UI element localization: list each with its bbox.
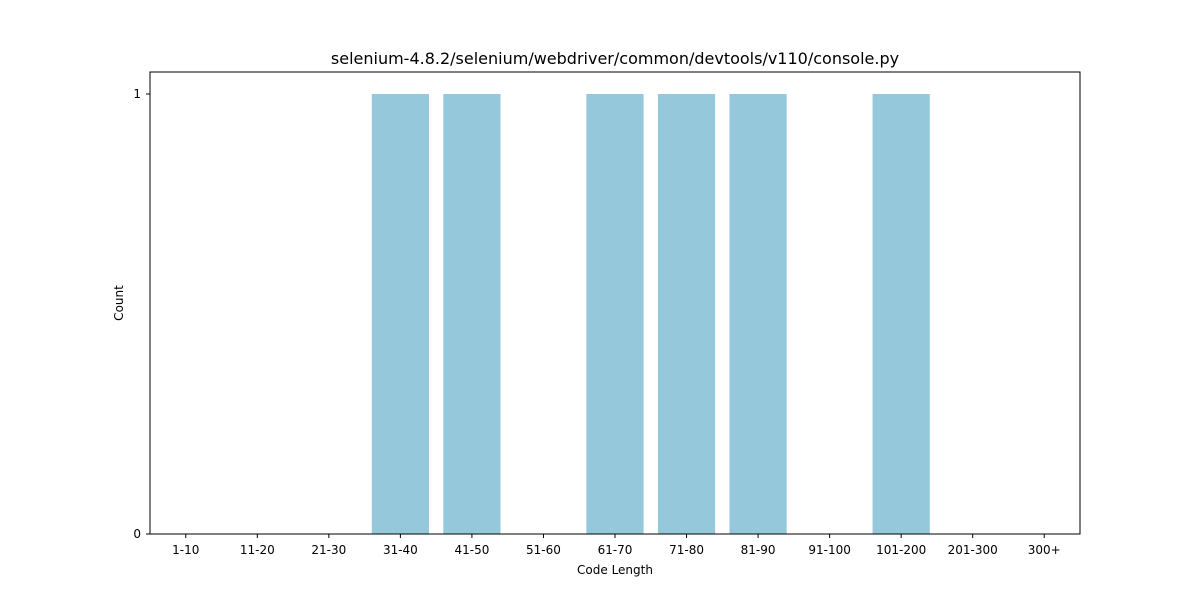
bar-31-40 (371, 94, 429, 534)
bar-61-70 (586, 94, 644, 534)
chart-title: selenium-4.8.2/selenium/webdriver/common… (331, 49, 899, 68)
x-tick-label: 41-50 (454, 543, 489, 557)
bar-81-90 (729, 94, 787, 534)
y-tick-label: 0 (133, 527, 141, 541)
x-tick-label: 31-40 (383, 543, 418, 557)
x-tick-label: 71-80 (669, 543, 704, 557)
x-tick-label: 11-20 (240, 543, 275, 557)
x-tick-label: 1-10 (172, 543, 199, 557)
y-axis-label: Count (112, 285, 126, 321)
bar-71-80 (657, 94, 716, 534)
bar-101-200 (872, 94, 930, 534)
x-tick-label: 101-200 (876, 543, 926, 557)
bar-41-50 (443, 94, 501, 534)
bars-group (371, 94, 930, 534)
y-axis-ticks: 01 (133, 87, 150, 541)
x-tick-label: 300+ (1028, 543, 1061, 557)
x-tick-label: 201-300 (948, 543, 998, 557)
x-axis-ticks: 1-10 11-20 21-30 31-40 41-50 51-60 61-70 71-80 8… (172, 534, 1061, 557)
x-tick-label: 81-90 (741, 543, 776, 557)
x-tick-label: 61-70 (598, 543, 633, 557)
x-tick-label: 91-100 (808, 543, 851, 557)
x-axis-label: Code Length (577, 563, 653, 577)
x-tick-label: 51-60 (526, 543, 561, 557)
x-tick-label: 21-30 (311, 543, 346, 557)
y-tick-label: 1 (133, 87, 141, 101)
